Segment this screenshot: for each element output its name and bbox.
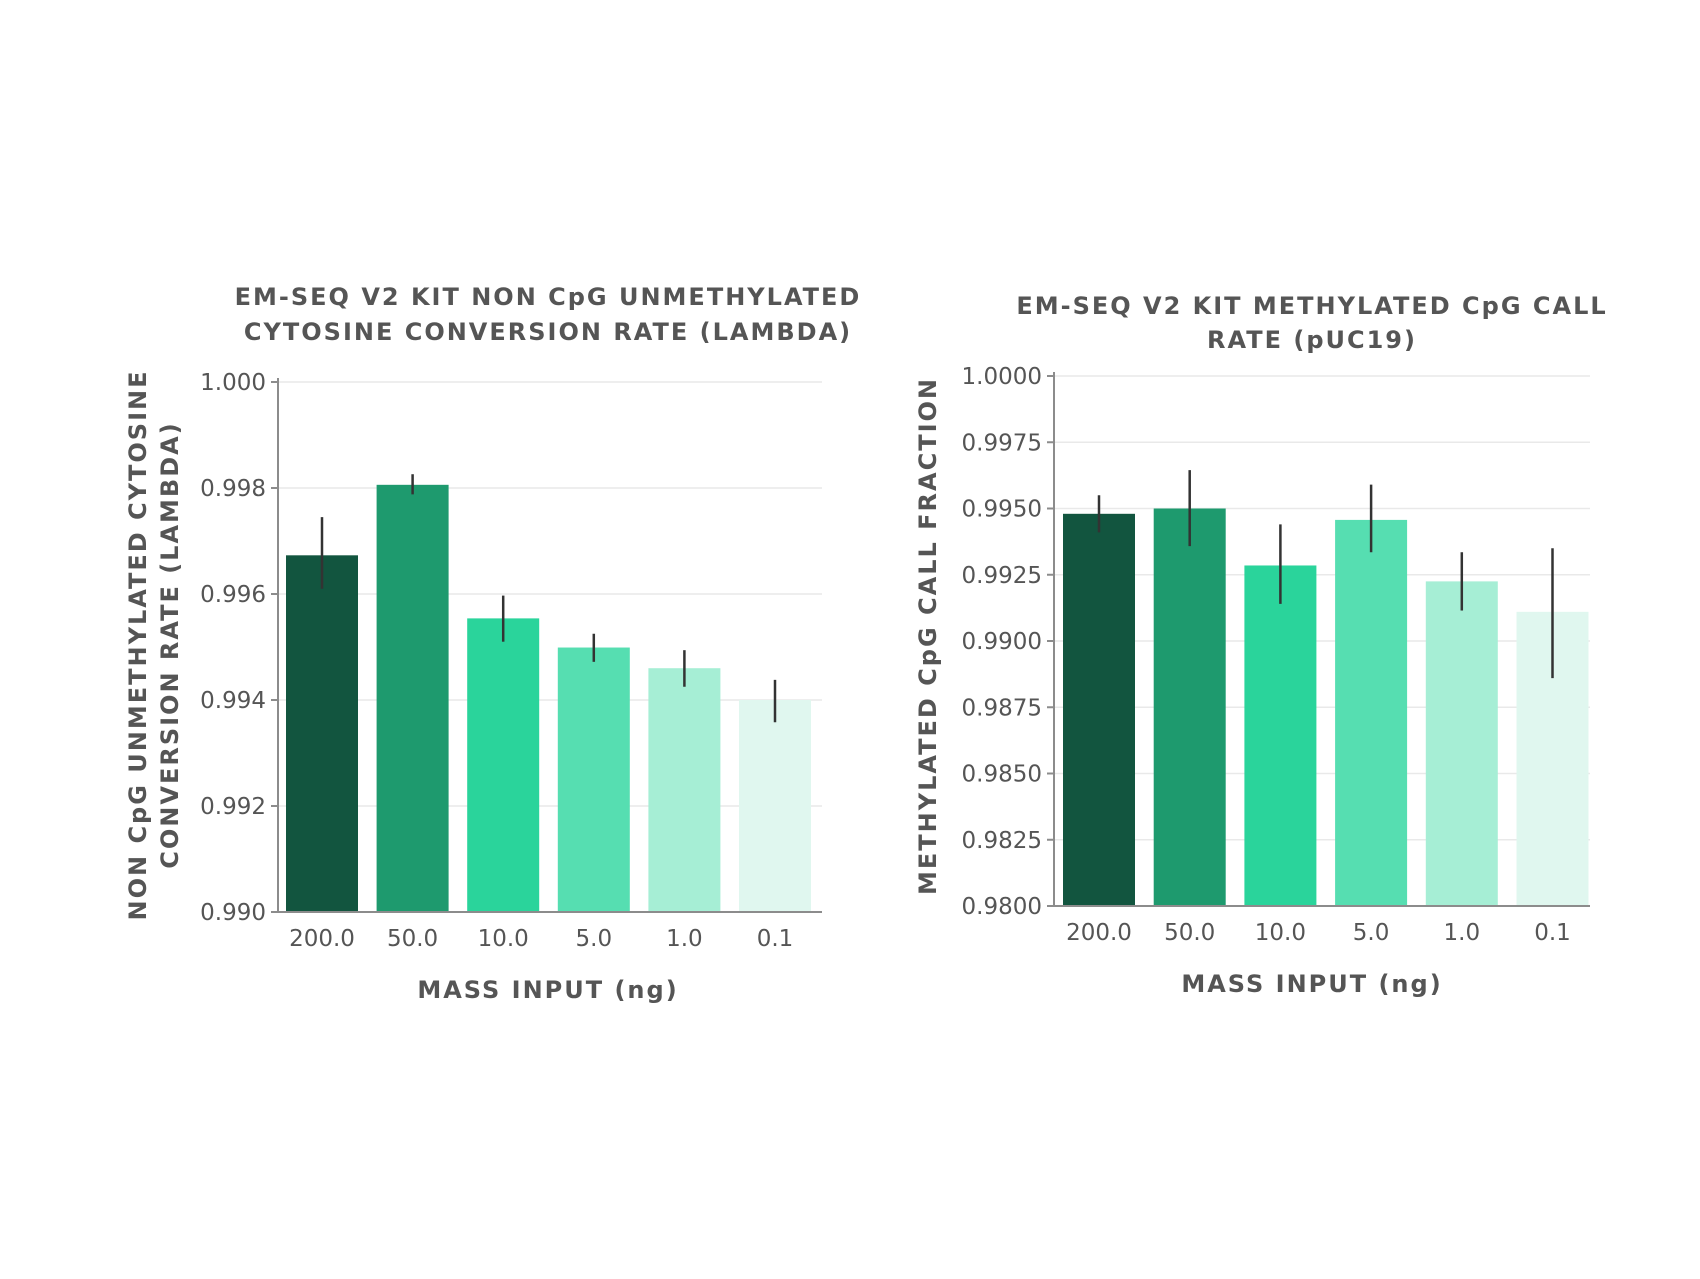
y-tick-label: 0.992 <box>200 794 266 820</box>
y-tick-label: 0.9825 <box>962 828 1042 854</box>
x-tick-label: 0.1 <box>1534 920 1571 946</box>
y-axis-label: CONVERSION RATE (LAMBDA) <box>156 421 184 868</box>
chart-title-line: EM-SEQ V2 KIT METHYLATED CpG CALL <box>1016 292 1607 320</box>
y-tick-label: 0.996 <box>200 582 266 608</box>
x-tick-label: 10.0 <box>478 926 529 952</box>
bar-1-0 <box>1425 581 1498 906</box>
bar-200-0 <box>286 555 358 912</box>
x-tick-label: 1.0 <box>666 926 703 952</box>
bar-50-0 <box>1153 508 1226 906</box>
x-axis-label: MASS INPUT (ng) <box>417 976 678 1004</box>
x-tick-label: 5.0 <box>576 926 613 952</box>
bar-0-1 <box>739 700 811 912</box>
x-tick-label: 0.1 <box>757 926 794 952</box>
chart-title-line: RATE (pUC19) <box>1207 326 1417 354</box>
bar-5-0 <box>1335 519 1408 906</box>
y-tick-label: 0.998 <box>200 476 266 502</box>
chart-1: 0.990 0.992 0.994 0.996 0.998 1.000 200.0 50.0 1… <box>124 283 862 1004</box>
bar-200-0 <box>1063 513 1135 906</box>
y-tick-label: 0.9900 <box>962 629 1042 655</box>
y-tick-label: 0.9875 <box>962 695 1042 721</box>
x-tick-label: 10.0 <box>1255 920 1306 946</box>
y-tick-label: 0.9975 <box>962 430 1042 456</box>
bar-50-0 <box>376 484 449 912</box>
y-tick-label: 0.9800 <box>962 894 1042 920</box>
y-tick-label: 0.9950 <box>962 497 1042 523</box>
bar-10-0 <box>1244 565 1317 906</box>
chart-2: 0.9800 0.9825 0.9850 0.9875 0.9900 0.9925 0.99… <box>914 292 1607 998</box>
y-axis-label: METHYLATED CpG CALL FRACTION <box>914 377 942 895</box>
x-tick-label: 200.0 <box>289 926 355 952</box>
y-tick-label: 0.9850 <box>962 762 1042 788</box>
y-tick-label: 1.000 <box>200 370 266 396</box>
y-tick-label: 0.9925 <box>962 563 1042 589</box>
x-tick-label: 5.0 <box>1353 920 1390 946</box>
chart-title-line: CYTOSINE CONVERSION RATE (LAMBDA) <box>244 318 852 346</box>
chart-title-line: EM-SEQ V2 KIT NON CpG UNMETHYLATED <box>235 283 862 311</box>
y-tick-label: 0.994 <box>200 688 266 714</box>
x-tick-label: 50.0 <box>387 926 438 952</box>
bar-10-0 <box>467 618 540 912</box>
bar-5-0 <box>557 647 630 912</box>
x-tick-label: 1.0 <box>1444 920 1481 946</box>
bar-1-0 <box>648 668 721 912</box>
y-axis-label: NON CpG UNMETHYLATED CYTOSINE <box>124 370 152 921</box>
x-tick-label: 50.0 <box>1164 920 1215 946</box>
y-tick-label: 1.0000 <box>962 364 1042 390</box>
x-tick-label: 200.0 <box>1066 920 1132 946</box>
y-tick-label: 0.990 <box>200 900 266 926</box>
x-axis-label: MASS INPUT (ng) <box>1181 970 1442 998</box>
